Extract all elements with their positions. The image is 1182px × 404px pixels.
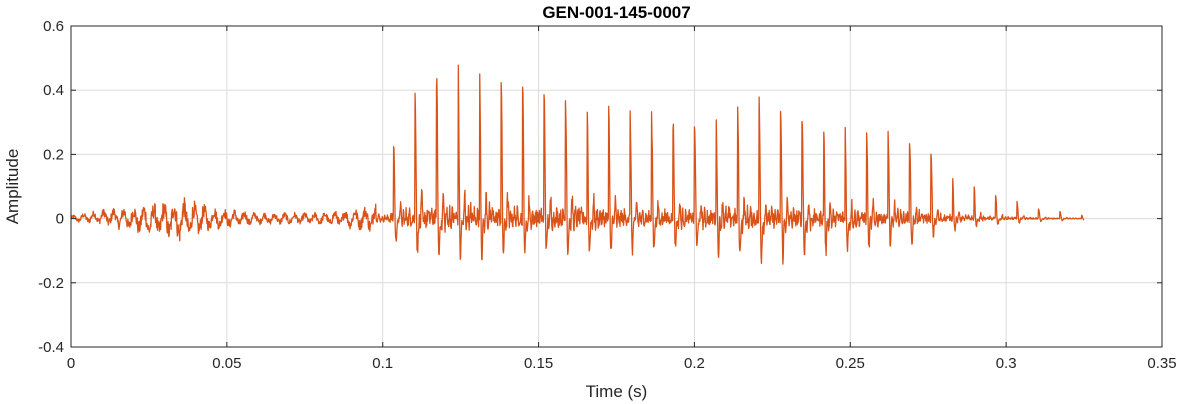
x-tick-label: 0.35 bbox=[1147, 355, 1176, 372]
y-tick-label: -0.4 bbox=[38, 339, 64, 356]
axes-frame bbox=[70, 25, 1163, 348]
y-tick-label: 0.4 bbox=[43, 82, 64, 99]
y-tick-label: 0.2 bbox=[43, 146, 64, 163]
x-tick-label: 0.15 bbox=[524, 355, 553, 372]
axis-ticks: 0 0.05 0.1 0.15 0.2 0.25 0.3 0.35 -0.4 -0.2 0 0.2 0.… bbox=[38, 18, 1176, 372]
x-tick-label: 0.05 bbox=[212, 355, 241, 372]
waveform-series bbox=[70, 64, 1085, 265]
y-tick-label: -0.2 bbox=[38, 275, 64, 292]
x-tick-label: 0 bbox=[67, 355, 75, 372]
x-tick-label: 0.25 bbox=[836, 355, 865, 372]
y-tick-label: 0.6 bbox=[43, 18, 64, 35]
x-tick-label: 0.1 bbox=[372, 355, 393, 372]
y-tick-label: 0 bbox=[56, 211, 64, 228]
amplitude-series-line bbox=[70, 64, 1085, 265]
grid-lines bbox=[70, 25, 1163, 348]
x-tick-label: 0.3 bbox=[996, 355, 1017, 372]
x-axis-label: Time (s) bbox=[586, 382, 648, 401]
y-axis-label: Amplitude bbox=[3, 149, 22, 225]
x-tick-label: 0.2 bbox=[684, 355, 705, 372]
chart-title: GEN-001-145-0007 bbox=[542, 3, 690, 22]
